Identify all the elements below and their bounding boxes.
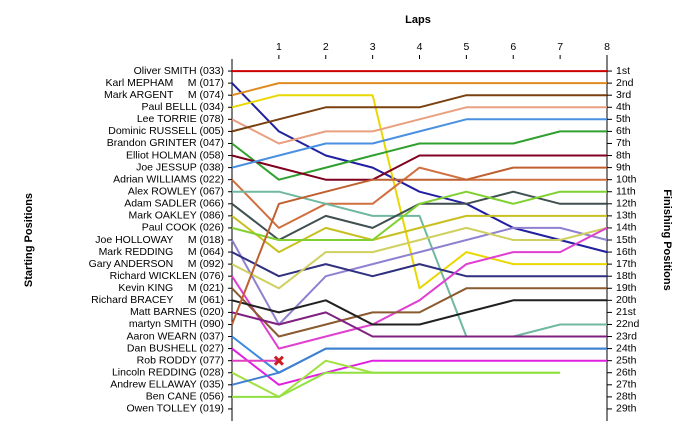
- y-tick-label: Lincoln REDDING (028): [112, 367, 224, 379]
- y2-tick-label: 2nd: [616, 77, 634, 89]
- y2-tick-label: 3rd: [616, 89, 631, 101]
- y2-tick-label: 1st: [616, 65, 630, 77]
- lap-line: [231, 347, 607, 386]
- y-tick-label: Rob RODDY (077): [137, 354, 224, 366]
- y2-tick-label: 4th: [616, 101, 631, 113]
- y-tick-label: Brandon GRINTER (047): [107, 137, 224, 149]
- x-tick-label: 2: [323, 41, 329, 53]
- y2-tick-label: 7th: [616, 137, 631, 149]
- y2-axis-title: Finishing Positions: [661, 189, 673, 290]
- y-tick-label: Kevin KING M (021): [118, 282, 224, 294]
- y-tick-label: Dominic RUSSELL (005): [108, 125, 224, 137]
- x-tick-label: 6: [510, 41, 516, 53]
- y-tick-label: Karl MEPHAM M (017): [106, 77, 224, 89]
- retired-marker: [273, 355, 284, 366]
- lap-line: [232, 190, 607, 338]
- y-tick-label: Richard BRACEY M (061): [91, 294, 224, 306]
- y-axis-title: Starting Positions: [23, 193, 35, 287]
- lap-line: [232, 371, 561, 398]
- x-tick-label: 1: [276, 41, 282, 53]
- y2-tick-label: 29th: [616, 403, 637, 415]
- lap-line: [231, 227, 608, 350]
- y2-tick-label: 20th: [616, 294, 637, 306]
- y-tick-label: Dan BUSHELL (027): [127, 342, 224, 354]
- y-tick-label: Mark REDDING M (064): [99, 246, 224, 258]
- y-tick-label: Lee TORRIE (078): [137, 113, 224, 125]
- y-tick-label: Adrian WILLIAMS (022): [113, 173, 224, 185]
- y2-tick-label: 17th: [616, 258, 637, 270]
- y2-tick-label: 18th: [616, 270, 637, 282]
- lap-line: [231, 118, 607, 169]
- y2-tick-label: 14th: [616, 222, 637, 234]
- y-tick-label: Owen TOLLEY (019): [127, 403, 224, 415]
- y-tick-label: martyn SMITH (090): [129, 318, 224, 330]
- lap-line: [231, 311, 607, 338]
- y-tick-label: Alex ROWLEY (067): [128, 186, 224, 198]
- y2-tick-label: 13th: [616, 210, 637, 222]
- x-tick-label: 4: [417, 41, 423, 53]
- y-tick-label: Ben CANE (056): [146, 391, 224, 403]
- y-tick-label: Matt BARNES (020): [130, 306, 224, 318]
- lap-line: [231, 94, 607, 133]
- y2-tick-label: 26th: [616, 367, 637, 379]
- x-tick-label: 8: [604, 41, 610, 53]
- y2-tick-label: 5th: [616, 113, 631, 125]
- y-tick-label: Joe JESSUP (038): [136, 161, 224, 173]
- y-tick-label: Oliver SMITH (033): [134, 65, 224, 77]
- y2-tick-label: 15th: [616, 234, 637, 246]
- lap-line: [231, 190, 607, 241]
- y2-tick-label: 16th: [616, 246, 637, 258]
- y2-tick-label: 27th: [616, 379, 637, 391]
- y2-tick-label: 23rd: [616, 330, 637, 342]
- lap-line: [231, 82, 607, 97]
- lap-line: [231, 226, 608, 290]
- x-tick-label: 5: [463, 41, 469, 53]
- y-tick-label: Aaron WEARN (037): [127, 330, 224, 342]
- lap-line: [231, 106, 607, 145]
- y-tick-label: Joe HOLLOWAY M (018): [95, 234, 224, 246]
- lap-line: [231, 166, 607, 325]
- y-tick-label: Adam SADLER (066): [124, 198, 224, 210]
- y2-tick-label: 19th: [616, 282, 637, 294]
- lap-line: [231, 251, 607, 278]
- y-tick-label: Paul COOK (026): [142, 222, 224, 234]
- x-tick-label: 7: [557, 41, 563, 53]
- lap-line: [231, 287, 607, 338]
- x-tick-label: 3: [370, 41, 376, 53]
- y2-tick-label: 6th: [616, 125, 631, 137]
- y2-tick-label: 11th: [616, 186, 636, 198]
- chart-title: Laps: [405, 14, 431, 26]
- y2-tick-label: 21st: [616, 306, 636, 318]
- y2-tick-label: 28th: [616, 391, 637, 403]
- y-tick-label: Richard WICKLEN (076): [110, 270, 224, 282]
- y2-tick-label: 8th: [616, 149, 631, 161]
- y2-tick-label: 22nd: [616, 318, 640, 330]
- y2-tick-label: 25th: [616, 354, 637, 366]
- y-tick-label: Mark ARGENT M (074): [104, 89, 224, 101]
- lap-line: [231, 166, 607, 229]
- lap-line: [231, 130, 607, 181]
- lap-line: [231, 299, 607, 326]
- lap-line: [231, 94, 607, 290]
- y-tick-label: Elliot HOLMAN (058): [126, 149, 224, 161]
- lap-line: [231, 347, 607, 386]
- lap-line: [231, 154, 607, 181]
- y2-tick-label: 24th: [616, 342, 637, 354]
- y-tick-label: Andrew ELLAWAY (035): [110, 379, 224, 391]
- y-tick-label: Paul BELLL (034): [142, 101, 225, 113]
- y2-tick-label: 12th: [616, 198, 637, 210]
- y2-tick-label: 9th: [616, 161, 631, 173]
- lap-line: [231, 214, 607, 254]
- y2-tick-label: 10th: [616, 173, 637, 185]
- y-tick-label: Mark OAKLEY (086): [128, 210, 224, 222]
- y-tick-label: Gary ANDERSON M (092): [89, 258, 224, 270]
